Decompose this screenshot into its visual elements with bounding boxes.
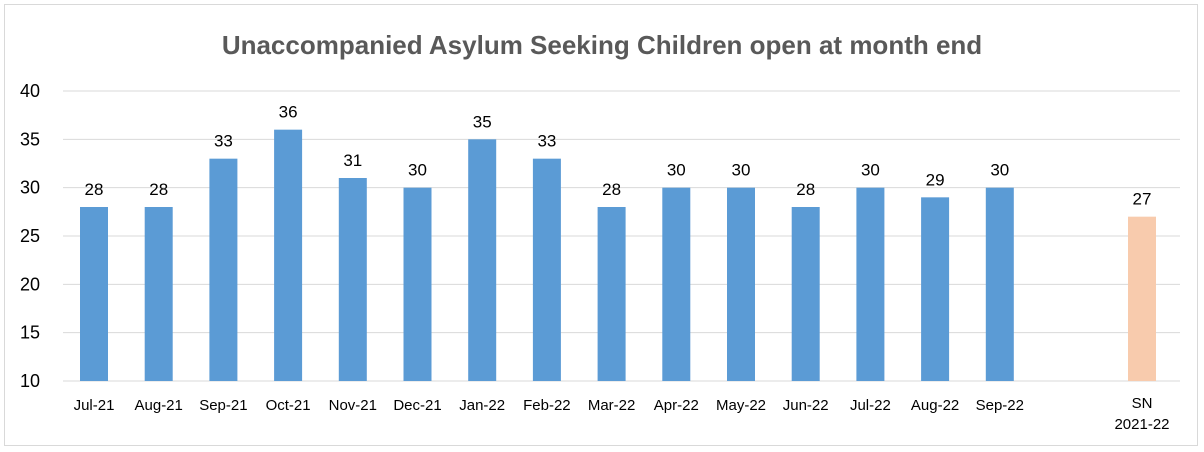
bar bbox=[468, 139, 497, 381]
y-axis-ticks: 10 15 20 25 30 35 40 bbox=[20, 81, 40, 391]
data-label: 29 bbox=[926, 170, 945, 189]
bar bbox=[274, 129, 303, 381]
data-label: 28 bbox=[602, 180, 621, 199]
chart-title: Unaccompanied Asylum Seeking Children op… bbox=[222, 30, 982, 60]
bar bbox=[144, 207, 173, 381]
data-label: 30 bbox=[990, 161, 1009, 180]
data-labels: 28 28 33 36 31 30 35 33 28 30 30 28 30 29 30 27 bbox=[85, 103, 1152, 209]
bar bbox=[791, 207, 820, 381]
bar bbox=[597, 207, 626, 381]
x-tick-label: Jul-22 bbox=[850, 397, 891, 414]
y-tick-label: 20 bbox=[20, 274, 40, 294]
data-label: 36 bbox=[279, 103, 298, 122]
y-tick-label: 40 bbox=[20, 81, 40, 101]
x-tick-label: Oct-21 bbox=[266, 397, 311, 414]
data-label: 28 bbox=[85, 180, 104, 199]
bar bbox=[532, 158, 561, 381]
data-label: 28 bbox=[796, 180, 815, 199]
x-tick-label: Jun-22 bbox=[783, 397, 829, 414]
bar bbox=[856, 187, 885, 381]
y-tick-label: 15 bbox=[20, 323, 40, 343]
x-tick-label: Nov-21 bbox=[329, 397, 377, 414]
bar bbox=[921, 197, 950, 381]
x-tick-label: Dec-21 bbox=[393, 397, 441, 414]
data-label: 33 bbox=[214, 132, 233, 151]
x-tick-label: Feb-22 bbox=[523, 397, 571, 414]
x-tick-label: May-22 bbox=[716, 397, 766, 414]
benchmark-bar bbox=[1128, 216, 1156, 381]
bar bbox=[338, 178, 367, 381]
y-tick-label: 30 bbox=[20, 178, 40, 198]
x-tick-label: Sep-22 bbox=[976, 397, 1024, 414]
x-tick-label: Aug-22 bbox=[911, 397, 959, 414]
x-tick-label: Jan-22 bbox=[459, 397, 505, 414]
x-tick-label: Apr-22 bbox=[654, 397, 699, 414]
x-tick-label: Aug-21 bbox=[135, 397, 183, 414]
data-label: 33 bbox=[537, 132, 556, 151]
data-label: 30 bbox=[408, 161, 427, 180]
y-tick-label: 25 bbox=[20, 226, 40, 246]
data-label: 31 bbox=[343, 151, 362, 170]
bar bbox=[727, 187, 755, 381]
bars bbox=[80, 129, 1156, 381]
y-tick-label: 10 bbox=[20, 371, 40, 391]
data-label: 30 bbox=[732, 161, 751, 180]
x-tick-label: Mar-22 bbox=[588, 397, 636, 414]
x-tick-label: SN 2021-22 bbox=[1114, 395, 1169, 433]
bar bbox=[985, 187, 1014, 381]
y-tick-label: 35 bbox=[20, 129, 40, 149]
bar bbox=[403, 187, 432, 381]
x-tick-label: Sep-21 bbox=[199, 397, 247, 414]
bar bbox=[80, 207, 108, 381]
data-label: 28 bbox=[149, 180, 168, 199]
x-tick-label: Jul-21 bbox=[74, 397, 115, 414]
bar bbox=[662, 187, 691, 381]
x-axis-ticks: Jul-21 Aug-21 Sep-21 Oct-21 Nov-21 Dec-21 Jan-… bbox=[74, 395, 1170, 433]
data-label: 27 bbox=[1133, 190, 1152, 209]
bar bbox=[209, 158, 238, 381]
data-label: 30 bbox=[667, 161, 686, 180]
data-label: 30 bbox=[861, 161, 880, 180]
data-label: 35 bbox=[473, 112, 492, 131]
